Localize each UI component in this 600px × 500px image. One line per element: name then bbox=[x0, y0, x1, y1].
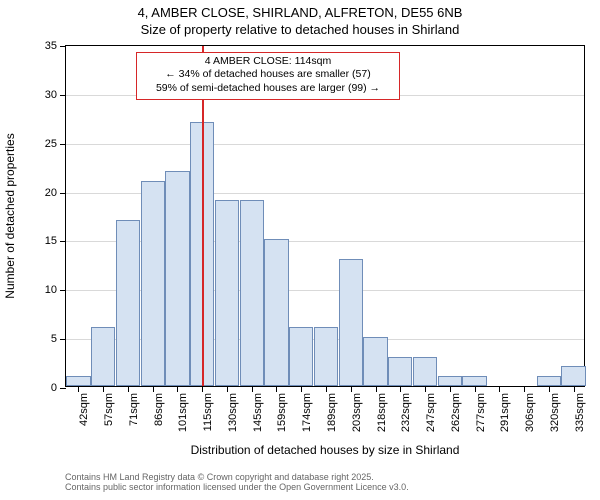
bar bbox=[438, 376, 462, 386]
x-tick bbox=[128, 386, 129, 392]
bar bbox=[240, 200, 264, 386]
annotation-line: ← 34% of detached houses are smaller (57… bbox=[139, 68, 397, 81]
x-tick bbox=[326, 386, 327, 392]
x-tick-label: 57sqm bbox=[103, 393, 115, 426]
x-tick-label: 320sqm bbox=[549, 393, 561, 432]
x-tick-label: 101sqm bbox=[177, 393, 189, 432]
bar bbox=[537, 376, 561, 386]
bar bbox=[413, 357, 437, 386]
x-tick-label: 277sqm bbox=[475, 393, 487, 432]
x-tick bbox=[78, 386, 79, 392]
y-tick-label: 35 bbox=[45, 40, 57, 52]
bar bbox=[165, 171, 189, 386]
bar bbox=[91, 327, 115, 386]
y-tick bbox=[60, 193, 66, 194]
x-tick bbox=[499, 386, 500, 392]
x-tick bbox=[450, 386, 451, 392]
y-tick-label: 25 bbox=[45, 138, 57, 150]
x-tick-label: 145sqm bbox=[252, 393, 264, 432]
y-tick-label: 5 bbox=[51, 333, 57, 345]
x-tick-label: 232sqm bbox=[400, 393, 412, 432]
x-tick bbox=[202, 386, 203, 392]
bar bbox=[289, 327, 313, 386]
gridline bbox=[66, 144, 584, 145]
annotation-line: 4 AMBER CLOSE: 114sqm bbox=[139, 55, 397, 68]
y-tick-label: 15 bbox=[45, 235, 57, 247]
x-tick bbox=[376, 386, 377, 392]
x-tick bbox=[177, 386, 178, 392]
x-tick-label: 174sqm bbox=[301, 393, 313, 432]
x-tick bbox=[574, 386, 575, 392]
y-tick bbox=[60, 290, 66, 291]
x-tick bbox=[524, 386, 525, 392]
bar bbox=[561, 366, 585, 386]
bar bbox=[141, 181, 165, 386]
bar bbox=[116, 220, 140, 386]
x-tick-label: 262sqm bbox=[450, 393, 462, 432]
x-tick bbox=[153, 386, 154, 392]
bar bbox=[363, 337, 387, 386]
x-tick-label: 189sqm bbox=[326, 393, 338, 432]
x-tick-label: 71sqm bbox=[128, 393, 140, 426]
x-tick bbox=[227, 386, 228, 392]
bar bbox=[462, 376, 486, 386]
y-tick bbox=[60, 241, 66, 242]
y-tick bbox=[60, 339, 66, 340]
x-tick bbox=[425, 386, 426, 392]
x-tick bbox=[301, 386, 302, 392]
footer-attribution: Contains HM Land Registry data © Crown c… bbox=[65, 472, 409, 492]
y-tick bbox=[60, 95, 66, 96]
bar bbox=[314, 327, 338, 386]
x-tick bbox=[276, 386, 277, 392]
x-tick-label: 247sqm bbox=[425, 393, 437, 432]
bar bbox=[388, 357, 412, 386]
y-tick-label: 0 bbox=[51, 382, 57, 394]
x-tick bbox=[549, 386, 550, 392]
bar bbox=[66, 376, 90, 386]
annotation-box: 4 AMBER CLOSE: 114sqm← 34% of detached h… bbox=[136, 52, 400, 100]
y-tick bbox=[60, 46, 66, 47]
x-tick-label: 86sqm bbox=[153, 393, 165, 426]
x-tick-label: 306sqm bbox=[524, 393, 536, 432]
x-tick-label: 130sqm bbox=[227, 393, 239, 432]
x-tick bbox=[351, 386, 352, 392]
annotation-line: 59% of semi-detached houses are larger (… bbox=[139, 82, 397, 95]
bar bbox=[215, 200, 239, 386]
x-tick-label: 218sqm bbox=[376, 393, 388, 432]
plot-area: 0510152025303542sqm57sqm71sqm86sqm101sqm… bbox=[65, 45, 585, 387]
y-tick-label: 30 bbox=[45, 89, 57, 101]
x-tick-label: 42sqm bbox=[78, 393, 90, 426]
x-tick-label: 115sqm bbox=[202, 393, 214, 431]
x-tick-label: 291sqm bbox=[499, 393, 511, 432]
y-tick-label: 10 bbox=[45, 284, 57, 296]
x-tick-label: 335sqm bbox=[574, 393, 586, 432]
y-tick bbox=[60, 388, 66, 389]
x-tick bbox=[400, 386, 401, 392]
y-tick bbox=[60, 144, 66, 145]
x-tick-label: 203sqm bbox=[351, 393, 363, 432]
chart-title-line1: 4, AMBER CLOSE, SHIRLAND, ALFRETON, DE55… bbox=[0, 5, 600, 20]
bar bbox=[264, 239, 288, 386]
chart-subtitle: Size of property relative to detached ho… bbox=[0, 22, 600, 37]
x-tick bbox=[103, 386, 104, 392]
x-tick bbox=[475, 386, 476, 392]
x-tick-label: 159sqm bbox=[276, 393, 288, 432]
y-tick-label: 20 bbox=[45, 187, 57, 199]
x-tick bbox=[252, 386, 253, 392]
x-axis-label: Distribution of detached houses by size … bbox=[65, 443, 585, 457]
chart-container: { "layout": { "width": 600, "height": 50… bbox=[0, 0, 600, 500]
bar bbox=[339, 259, 363, 386]
y-axis-label: Number of detached properties bbox=[3, 133, 17, 298]
